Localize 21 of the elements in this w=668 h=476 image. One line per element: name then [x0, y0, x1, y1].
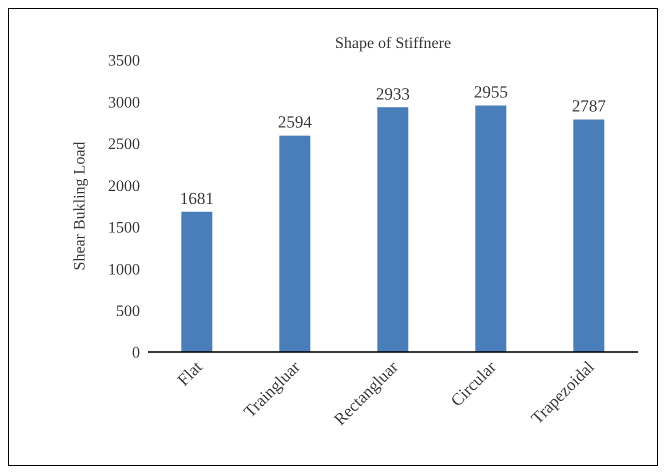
- y-tick-label: 1000: [108, 261, 140, 278]
- chart-title: Shape of Stiffnere: [334, 35, 452, 53]
- y-tick-label: 3500: [108, 52, 140, 70]
- data-label: 2594: [278, 112, 312, 132]
- data-label: 1681: [180, 188, 214, 208]
- bar: [377, 107, 408, 352]
- x-tick-label: Flat: [174, 357, 206, 390]
- y-axis-title: Shear Bukling Load: [72, 142, 89, 270]
- y-tick-label: 3000: [108, 94, 140, 112]
- y-tick-label: 2000: [108, 178, 140, 195]
- data-label: 2787: [572, 96, 606, 116]
- y-tick-label: 1500: [108, 220, 140, 237]
- data-label: 2933: [376, 84, 410, 104]
- data-label: 2955: [474, 82, 508, 102]
- bar: [573, 119, 604, 352]
- y-tick-label: 0: [132, 344, 140, 362]
- y-tick-label: 500: [116, 302, 140, 320]
- y-tick-label: 2500: [108, 136, 140, 154]
- bar: [475, 105, 506, 352]
- bar: [279, 136, 310, 352]
- bar: [181, 212, 212, 352]
